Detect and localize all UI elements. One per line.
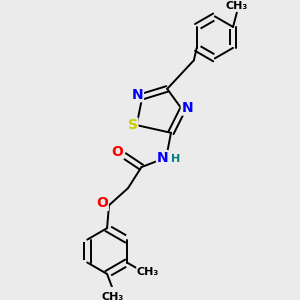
Text: N: N bbox=[182, 101, 193, 115]
Text: N: N bbox=[132, 88, 143, 102]
Text: H: H bbox=[171, 154, 180, 164]
Text: O: O bbox=[112, 145, 124, 159]
Text: O: O bbox=[96, 196, 108, 210]
Text: N: N bbox=[157, 151, 168, 165]
Text: CH₃: CH₃ bbox=[226, 1, 248, 11]
Text: S: S bbox=[128, 118, 138, 132]
Text: CH₃: CH₃ bbox=[137, 267, 159, 277]
Text: CH₃: CH₃ bbox=[102, 292, 124, 300]
